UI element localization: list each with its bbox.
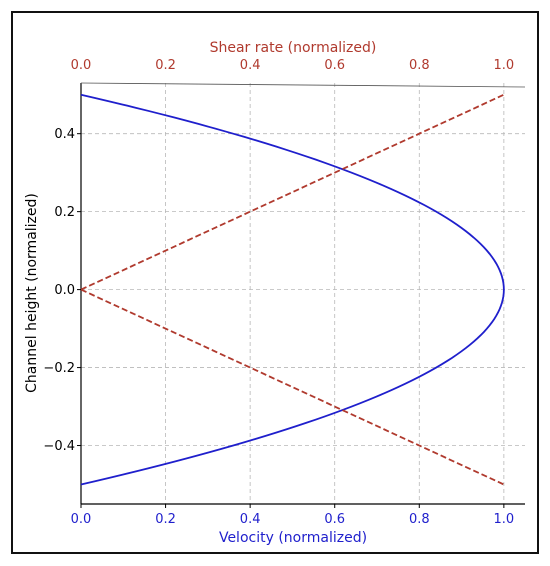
y-tick-label-1: −0.2 — [43, 361, 75, 376]
y-tick-label-4: 0.4 — [54, 127, 75, 142]
y-tick-label-2: 0.0 — [54, 283, 75, 298]
y-axis-title: Channel height (normalized) — [24, 193, 40, 393]
y-tick-label-0: −0.4 — [43, 439, 75, 454]
x-axis-title-bottom: Velocity (normalized) — [219, 530, 367, 546]
axes — [80, 82, 526, 505]
x-tick-label-top-4: 0.8 — [409, 58, 430, 73]
x-tick-label-bottom-0: 0.0 — [71, 512, 92, 527]
x-tick-label-top-1: 0.2 — [155, 58, 176, 73]
x-tick-label-bottom-1: 0.2 — [155, 512, 176, 527]
figure-frame — [11, 11, 539, 554]
shear-rate-line-1 — [80, 93, 505, 291]
x-tick-label-bottom-3: 0.6 — [324, 512, 345, 527]
x-tick-label-bottom-2: 0.4 — [240, 512, 261, 527]
x-tick-label-top-3: 0.6 — [324, 58, 345, 73]
x-tick-label-bottom-5: 1.0 — [494, 512, 515, 527]
top-spine — [80, 82, 526, 88]
velocity-profile-line — [80, 93, 505, 486]
x-tick-label-top-0: 0.0 — [71, 58, 92, 73]
ticks: 0.0 0.0 0.2 0.2 0.4 0.4 0.6 0.6 0.8 0.8 1.0 1.0 −0.4… — [43, 58, 514, 527]
shear-rate-line-2 — [80, 288, 505, 486]
x-tick-label-top-2: 0.4 — [240, 58, 261, 73]
x-tick-label-top-5: 1.0 — [494, 58, 515, 73]
series — [80, 93, 505, 486]
x-tick-label-bottom-4: 0.8 — [409, 512, 430, 527]
grid — [80, 83, 525, 504]
y-tick-label-3: 0.2 — [54, 205, 75, 220]
x-axis-title-top: Shear rate (normalized) — [210, 40, 377, 56]
